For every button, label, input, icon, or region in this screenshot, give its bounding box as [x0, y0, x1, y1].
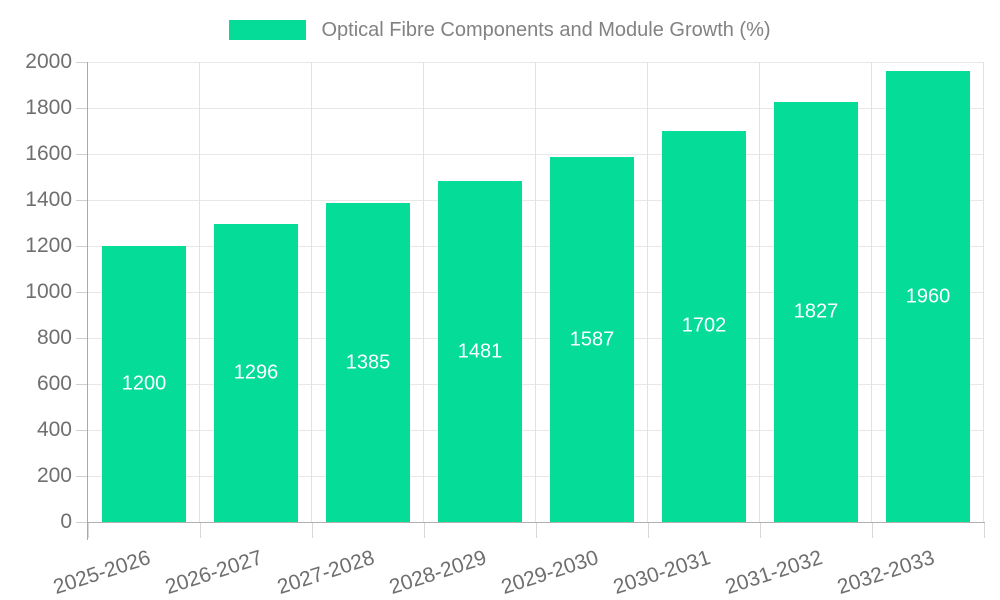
x-tick-label: 2032-2033	[834, 546, 937, 599]
h-gridline	[88, 153, 984, 155]
x-tick-mark	[424, 523, 425, 538]
y-tick-label: 1000	[25, 280, 72, 303]
bar-value-label: 1296	[233, 361, 279, 384]
v-gridline	[647, 62, 648, 522]
bar[interactable]: 1587	[550, 157, 634, 522]
x-tick-mark	[648, 523, 649, 538]
h-gridline	[88, 199, 984, 201]
y-tick-mark	[76, 522, 88, 523]
plot-area: 1200 1296 1385 1481 1587 1702 1827 1960	[88, 61, 984, 522]
x-tick-label: 2031-2032	[722, 546, 825, 599]
y-axis-line	[87, 62, 88, 540]
x-tick-mark	[200, 523, 201, 538]
x-tick-label: 2027-2028	[274, 546, 377, 599]
v-gridline	[199, 62, 200, 522]
bar[interactable]: 1960	[886, 71, 970, 522]
bar[interactable]: 1481	[438, 181, 522, 522]
y-tick-label: 0	[60, 510, 72, 533]
bar-value-label: 1587	[569, 328, 615, 350]
bar-value-label: 1827	[793, 300, 839, 323]
legend-swatch	[229, 20, 307, 40]
h-gridline	[88, 291, 984, 293]
y-tick-mark	[76, 62, 88, 63]
x-tick-mark	[872, 523, 873, 538]
y-tick-mark	[76, 200, 88, 201]
v-gridline	[311, 62, 312, 522]
bar-value-label: 1385	[345, 351, 391, 374]
v-gridline	[871, 62, 872, 522]
bar[interactable]: 1296	[214, 223, 298, 522]
h-gridline	[88, 475, 984, 477]
legend-label: Optical Fibre Components and Module Grow…	[321, 18, 771, 41]
y-tick-mark	[76, 338, 88, 339]
y-tick-label: 800	[36, 326, 72, 349]
y-tick-mark	[76, 292, 88, 293]
bar[interactable]: 1385	[326, 203, 410, 522]
bar[interactable]: 1200	[102, 246, 186, 522]
x-tick-mark	[984, 523, 985, 538]
x-tick-label: 2028-2029	[386, 546, 489, 599]
h-gridline	[88, 383, 984, 385]
y-tick-label: 2000	[25, 50, 72, 73]
y-tick-label: 400	[36, 418, 72, 441]
y-tick-label: 1200	[25, 234, 72, 257]
y-tick-label: 600	[36, 372, 72, 395]
bar-value-label: 1481	[457, 340, 503, 363]
x-axis-line	[88, 522, 985, 523]
h-gridline	[88, 107, 984, 109]
y-tick-label: 200	[36, 464, 72, 487]
y-tick-label: 1800	[25, 96, 72, 119]
x-tick-mark	[312, 523, 313, 538]
x-tick-label: 2029-2030	[498, 546, 601, 599]
x-tick-mark	[760, 523, 761, 538]
bar-value-label: 1200	[121, 372, 167, 395]
y-tick-mark	[76, 108, 88, 109]
x-tick-label: 2030-2031	[610, 546, 713, 599]
x-tick-mark	[88, 523, 89, 538]
v-gridline	[535, 62, 536, 522]
x-tick-mark	[536, 523, 537, 538]
y-tick-mark	[76, 154, 88, 155]
h-gridline	[88, 337, 984, 339]
v-gridline	[423, 62, 424, 522]
y-axis: 0 200 400 600 800 1000 1200 1400 1600 1800 2000	[0, 0, 72, 600]
bar[interactable]: 1827	[774, 101, 858, 522]
y-tick-label: 1400	[25, 188, 72, 211]
y-tick-mark	[76, 246, 88, 247]
x-tick-label: 2026-2027	[162, 546, 265, 599]
legend[interactable]: Optical Fibre Components and Module Grow…	[0, 12, 1000, 48]
v-gridline	[983, 62, 984, 522]
y-tick-mark	[76, 384, 88, 385]
bar-value-label: 1702	[681, 314, 727, 337]
y-tick-label: 1600	[25, 142, 72, 165]
h-gridline	[88, 429, 984, 431]
h-gridline	[88, 61, 984, 63]
bar-value-label: 1960	[905, 285, 951, 308]
h-gridline	[88, 245, 984, 247]
y-tick-mark	[76, 430, 88, 431]
bar[interactable]: 1702	[662, 130, 746, 522]
v-gridline	[759, 62, 760, 522]
y-tick-mark	[76, 476, 88, 477]
